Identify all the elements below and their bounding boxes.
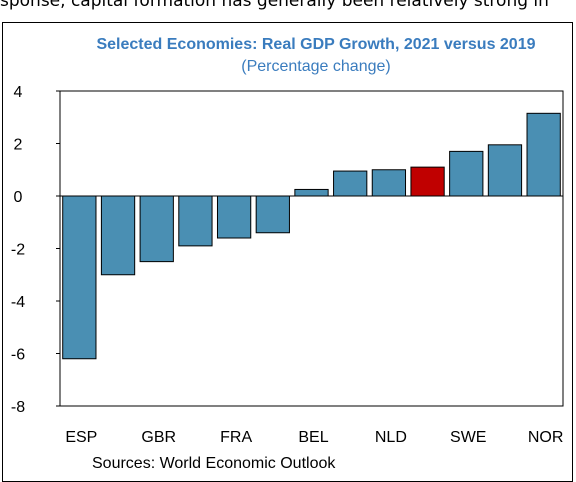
y-tick-label: -4 bbox=[11, 294, 25, 311]
bar-fra bbox=[216, 195, 252, 239]
bar-bel bbox=[294, 188, 329, 197]
x-tick-label: FRA bbox=[220, 429, 252, 446]
plot-area-border bbox=[59, 90, 564, 407]
bar-esp bbox=[62, 195, 97, 360]
x-tick-label: ESP bbox=[65, 429, 97, 446]
bar-item-3 bbox=[178, 195, 213, 247]
y-tick-label: -6 bbox=[11, 347, 25, 364]
bar-item-9 bbox=[410, 166, 445, 197]
bar-item-5 bbox=[255, 195, 290, 234]
bar-item-7 bbox=[333, 170, 368, 197]
bar-nld bbox=[371, 169, 407, 197]
bar-item-1 bbox=[100, 195, 136, 276]
bar-nor bbox=[526, 112, 561, 197]
y-tick-label: 0 bbox=[14, 189, 23, 206]
bar-swe bbox=[449, 150, 484, 197]
bar-item-11 bbox=[487, 144, 523, 197]
x-tick-label: BEL bbox=[298, 429, 328, 446]
y-tick-label: -2 bbox=[11, 242, 25, 259]
bar-gbr bbox=[139, 195, 174, 263]
y-tick-label: 4 bbox=[14, 84, 23, 101]
bar-chart: 4 2 0 -2 -4 -6 -8 ESP GBR FRA BEL NLD SWE NOR bbox=[11, 84, 564, 446]
x-tick-label: NLD bbox=[375, 429, 407, 446]
chart-subtitle: (Percentage change) bbox=[241, 58, 391, 75]
chart-source: Sources: World Economic Outlook bbox=[92, 455, 336, 472]
y-tick-label: 2 bbox=[14, 137, 23, 154]
x-tick-label: SWE bbox=[450, 429, 486, 446]
y-tick-label: -8 bbox=[11, 399, 25, 416]
x-tick-label: GBR bbox=[141, 429, 176, 446]
chart-title: Selected Economies: Real GDP Growth, 202… bbox=[96, 36, 536, 53]
clipped-body-text: sponse, capital formation has generally … bbox=[0, 0, 549, 11]
x-tick-label: NOR bbox=[528, 429, 564, 446]
